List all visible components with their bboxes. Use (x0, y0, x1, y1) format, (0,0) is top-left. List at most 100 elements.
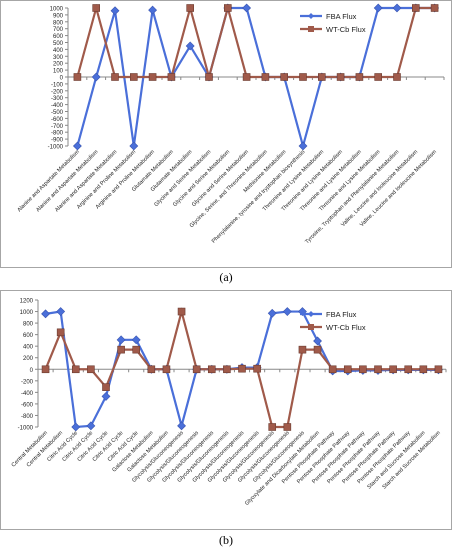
chart-b-y-tick-label: -800 (21, 414, 34, 420)
chart-b-y-tick-label: -600 (21, 402, 34, 408)
chart-b-point-2 (343, 365, 352, 374)
chart-b-point-2 (328, 365, 337, 374)
chart-a-point-2 (336, 73, 345, 81)
chart-a-point-1 (129, 141, 139, 151)
chart-b-point-2 (56, 328, 65, 337)
chart-a-y-tick-label: -200 (51, 89, 64, 95)
chart-b-point-2 (419, 365, 428, 374)
chart-a-y-tick-label: 700 (53, 27, 64, 33)
chart-a-y-tick-label: -600 (51, 117, 64, 123)
chart-a-y-tick-label: 500 (53, 41, 64, 47)
chart-a-series-line-1 (76, 6, 435, 151)
chart-a-y-tick-label: 300 (53, 55, 64, 61)
chart-b-point-1 (86, 421, 96, 431)
chart-a-point-2 (242, 73, 251, 81)
chart-a-point-2 (280, 73, 289, 81)
chart-b-point-1 (56, 307, 66, 316)
chart-a-y-tick-label: 0 (60, 76, 64, 82)
chart-b: -1000 -800 -600 -400 -200 0 200 400 600 800 1000 12… (0, 290, 452, 530)
chart-b-legend-marker-1 (308, 311, 314, 317)
chart-b-y-tick-label: -400 (21, 391, 34, 397)
chart-a-point-2 (73, 73, 82, 81)
chart-a-y-tick-label: 900 (53, 13, 64, 19)
chart-b-point-2 (207, 365, 216, 374)
chart-b-point-1 (177, 421, 186, 431)
chart-b-point-2 (71, 365, 80, 374)
chart-a-point-2 (130, 73, 138, 81)
chart-a-point-1 (392, 3, 402, 13)
chart-a-point-2 (261, 73, 270, 81)
chart-a: -1000 -900 -800 -700 -600 -500 -400 -300 -200 -10… (0, 0, 452, 268)
chart-a-point-2 (430, 4, 439, 12)
chart-a-point-1 (373, 3, 383, 13)
chart-a-svg: -1000-900-800-700-600-500-400-300-200-10… (0, 0, 452, 268)
chart-a-y-tick-label: -1000 (48, 145, 64, 151)
chart-a-chart-border (0, 0, 452, 268)
chart-a-legend-label-2: WT-Cb Flux (326, 25, 366, 34)
chart-b-point-1 (267, 308, 277, 318)
chart-b-point-2 (102, 383, 110, 391)
chart-b-point-2 (374, 365, 382, 374)
chart-b-point-2 (177, 307, 186, 316)
chart-a-y-tick-label: -300 (51, 96, 64, 102)
chart-a-legend-label-1: FBA Flux (326, 12, 357, 21)
chart-b-point-2 (223, 365, 231, 374)
chart-b-point-2 (283, 423, 292, 431)
chart-a-y-tick-label: -700 (51, 124, 64, 130)
chart-a-point-2 (411, 4, 420, 12)
chart-b-point-1 (101, 391, 111, 401)
chart-b-y-tick-label: 800 (23, 322, 34, 328)
chart-b-point-2 (298, 345, 307, 354)
chart-a-point-2 (167, 73, 176, 81)
chart-b-y-tick-label: -200 (21, 379, 34, 385)
chart-a-y-tick-label: 1000 (50, 7, 64, 13)
chart-b-point-1 (71, 422, 81, 432)
chart-a-legend-marker-2 (308, 26, 314, 32)
chart-b-point-1 (41, 309, 50, 319)
chart-a-y-tick-label: 400 (53, 48, 64, 54)
chart-a-point-2 (355, 73, 364, 81)
chart-b-point-2 (434, 365, 443, 374)
chart-a-point-2 (92, 4, 100, 12)
chart-a-y-tick-label: -800 (51, 131, 64, 137)
chart-a-y-tick-label: 800 (53, 20, 64, 26)
chart-a-point-2 (317, 73, 326, 81)
chart-b-point-2 (404, 365, 413, 374)
chart-b-point-2 (147, 365, 156, 374)
chart-b-point-2 (389, 365, 397, 374)
chart-b-point-2 (268, 423, 277, 431)
chart-a-y-tick-label: 100 (53, 69, 64, 75)
chart-b-y-tick-label: 400 (23, 345, 34, 351)
chart-b-legend-label-2: WT-Cb Flux (326, 323, 366, 332)
chart-a-y-tick-label: 200 (53, 62, 64, 68)
chart-a-y-tick-label: -400 (51, 103, 64, 109)
chart-b-point-2 (117, 345, 125, 354)
chart-b-point-2 (41, 365, 50, 374)
chart-b-point-2 (313, 345, 322, 354)
chart-a-y-tick-label: 600 (53, 34, 64, 40)
chart-a-point-2 (374, 73, 383, 81)
chart-b-point-1 (116, 335, 126, 345)
chart-a-caption: (a) (219, 270, 233, 284)
chart-b-point-2 (359, 365, 367, 374)
chart-b-y-tick-label: 600 (23, 333, 34, 339)
chart-a-point-2 (148, 73, 157, 81)
chart-a-y-tick-label: -900 (51, 138, 64, 144)
chart-a-point-1 (72, 141, 82, 151)
chart-b-point-2 (238, 364, 246, 373)
chart-b-point-2 (192, 365, 201, 374)
chart-a-point-2 (299, 73, 307, 81)
chart-a-point-1 (298, 141, 308, 151)
chart-a-point-2 (205, 73, 213, 81)
chart-a-point-1 (110, 6, 120, 16)
chart-b-y-tick-label: 1200 (20, 299, 34, 305)
chart-a-point-1 (91, 72, 101, 82)
chart-b-y-tick-label: 200 (23, 356, 34, 362)
chart-a-point-2 (224, 4, 232, 12)
chart-a-point-2 (186, 4, 194, 12)
chart-a-point-1 (242, 3, 252, 13)
chart-b-point-2 (132, 345, 141, 354)
chart-b-point-2 (87, 365, 95, 374)
chart-b-y-tick-label: -1000 (18, 426, 34, 432)
chart-b-caption: (b) (219, 533, 233, 547)
